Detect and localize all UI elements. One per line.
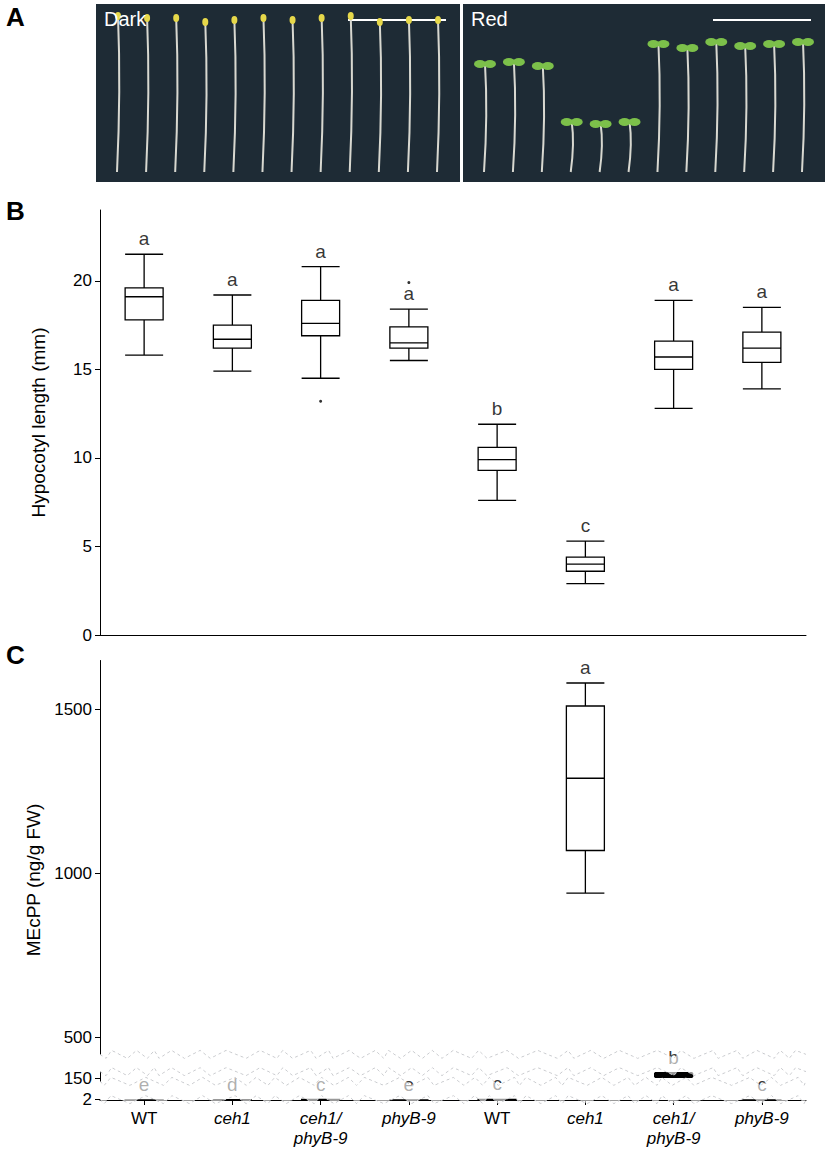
svg-text:ceh1: ceh1 bbox=[214, 1109, 251, 1128]
svg-text:phyB-9: phyB-9 bbox=[734, 1109, 789, 1128]
svg-text:a: a bbox=[227, 269, 238, 290]
svg-text:ceh1/: ceh1/ bbox=[653, 1109, 697, 1128]
svg-text:ceh1: ceh1 bbox=[567, 1109, 604, 1128]
svg-text:500: 500 bbox=[64, 1028, 92, 1047]
svg-text:phyB-9: phyB-9 bbox=[646, 1129, 701, 1148]
svg-text:150: 150 bbox=[64, 1069, 92, 1088]
svg-text:phyB-9: phyB-9 bbox=[381, 1109, 436, 1128]
svg-text:phyB-9: phyB-9 bbox=[293, 1129, 348, 1148]
svg-text:c: c bbox=[581, 515, 591, 536]
svg-text:0: 0 bbox=[83, 626, 92, 645]
svg-text:Hypocotyl length (mm): Hypocotyl length (mm) bbox=[28, 327, 49, 517]
html-text:A: A bbox=[6, 2, 25, 32]
svg-text:MEcPP (ng/g FW): MEcPP (ng/g FW) bbox=[23, 804, 44, 957]
svg-text:1500: 1500 bbox=[54, 700, 92, 719]
svg-text:b: b bbox=[492, 398, 503, 419]
html-text:Red: Red bbox=[471, 8, 508, 30]
svg-text:20: 20 bbox=[73, 271, 92, 290]
svg-text:WT: WT bbox=[131, 1109, 157, 1128]
svg-text:ceh1/: ceh1/ bbox=[300, 1109, 344, 1128]
svg-text:a: a bbox=[757, 281, 768, 302]
svg-text:a: a bbox=[139, 228, 150, 249]
svg-text:a: a bbox=[315, 241, 326, 262]
svg-text:2: 2 bbox=[83, 1090, 92, 1109]
svg-text:WT: WT bbox=[484, 1109, 510, 1128]
svg-text:a: a bbox=[404, 283, 415, 304]
html-text:C: C bbox=[6, 640, 25, 670]
svg-text:10: 10 bbox=[73, 448, 92, 467]
svg-text:5: 5 bbox=[83, 537, 92, 556]
svg-text:15: 15 bbox=[73, 360, 92, 379]
html-text:Dark: Dark bbox=[104, 8, 147, 30]
svg-text:a: a bbox=[580, 657, 591, 678]
svg-text:a: a bbox=[668, 274, 679, 295]
html-text:B: B bbox=[6, 196, 25, 226]
svg-text:1000: 1000 bbox=[54, 864, 92, 883]
